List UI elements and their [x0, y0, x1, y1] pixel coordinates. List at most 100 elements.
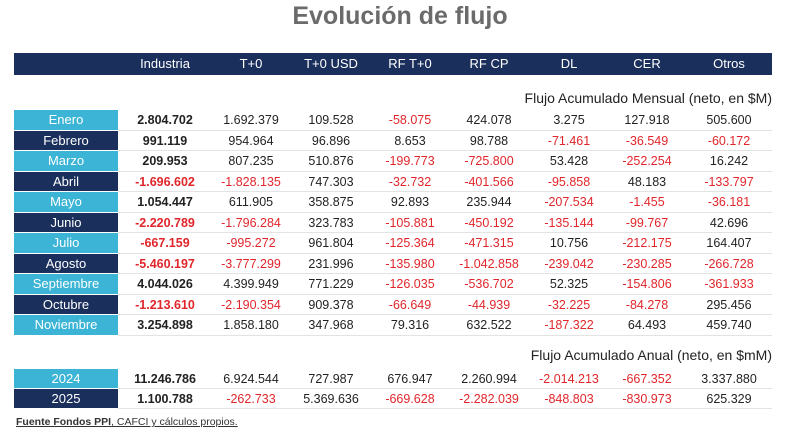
table-cell: 632.522	[448, 315, 530, 336]
footer-source: Fuente Fondos PPI	[16, 416, 112, 428]
footer: Fuente Fondos PPI, CAFCI y cálculos prop…	[16, 416, 238, 428]
table-cell: 807.235	[212, 151, 290, 172]
row-label: Julio	[14, 233, 118, 254]
table-cell: 10.756	[530, 233, 608, 254]
table-cell: -36.181	[686, 192, 772, 213]
table-cell: -32.225	[530, 295, 608, 315]
row-label: 2024	[14, 369, 118, 389]
table-cell: -1.796.284	[212, 213, 290, 233]
table-cell: 235.944	[448, 192, 530, 213]
table-cell: 2.260.994	[448, 369, 530, 389]
table-cell: 79.316	[372, 315, 448, 336]
table-cell: -667.352	[608, 369, 686, 389]
table-cell: 48.183	[608, 172, 686, 192]
table-cell: 16.242	[686, 151, 772, 172]
table-cell: -58.075	[372, 110, 448, 131]
table-cell: 358.875	[290, 192, 372, 213]
table-cell: -1.042.858	[448, 254, 530, 274]
table-cell: -1.696.602	[118, 172, 212, 192]
table-cell: 64.493	[608, 315, 686, 336]
table-cell: -848.803	[530, 389, 608, 409]
table-cell: -361.933	[686, 274, 772, 295]
table-cell: -1.828.135	[212, 172, 290, 192]
section-title: Flujo Acumulado Mensual (neto, en $M)	[524, 90, 772, 106]
row-label: Octubre	[14, 294, 118, 315]
column-header: RF CP	[469, 56, 509, 71]
table-cell: -669.628	[372, 389, 448, 409]
table-cell: 727.987	[290, 369, 372, 389]
row-label: Noviembre	[14, 315, 118, 336]
table-cell: -66.649	[372, 295, 448, 315]
table-cell: 4.044.026	[118, 274, 212, 295]
table-cell: -135.144	[530, 213, 608, 233]
table-cell: 510.876	[290, 151, 372, 172]
table-cell: 459.740	[686, 315, 772, 336]
table-cell: 611.905	[212, 192, 290, 213]
table-cell: -105.881	[372, 213, 448, 233]
table-cell: 3.254.898	[118, 315, 212, 336]
row-label: Septiembre	[14, 274, 118, 295]
table-cell: 11.246.786	[118, 369, 212, 389]
table-cell: -36.549	[608, 131, 686, 151]
table-cell: -71.461	[530, 131, 608, 151]
table-cell: 625.329	[686, 389, 772, 409]
header-bar	[14, 53, 772, 75]
table-cell: 424.078	[448, 110, 530, 131]
table-cell: 127.918	[608, 110, 686, 131]
column-header: T+0 USD	[304, 56, 358, 71]
page-title: Evolución de flujo	[292, 2, 508, 30]
table-cell: 295.456	[686, 295, 772, 315]
table-cell: 1.100.788	[118, 389, 212, 409]
table-cell: 164.407	[686, 233, 772, 254]
table-cell: -95.858	[530, 172, 608, 192]
table-cell: -536.702	[448, 274, 530, 295]
row-label: Enero	[14, 110, 118, 131]
table-cell: -230.285	[608, 254, 686, 274]
table-cell: 52.325	[530, 274, 608, 295]
table-cell: -84.278	[608, 295, 686, 315]
table-cell: -212.175	[608, 233, 686, 254]
table-cell: -471.315	[448, 233, 530, 254]
row-label: Febrero	[14, 130, 118, 151]
row-label: 2025	[14, 389, 118, 409]
table-cell: 1.858.180	[212, 315, 290, 336]
table-cell: 42.696	[686, 213, 772, 233]
table-cell: -187.322	[530, 315, 608, 336]
table-cell: 96.896	[290, 131, 372, 151]
table-cell: 676.947	[372, 369, 448, 389]
table-cell: 109.528	[290, 110, 372, 131]
table-cell: 3.275	[530, 110, 608, 131]
table-cell: 1.692.379	[212, 110, 290, 131]
table-cell: -266.728	[686, 254, 772, 274]
table-cell: -1.213.610	[118, 295, 212, 315]
table-cell: -239.042	[530, 254, 608, 274]
table-cell: 8.653	[372, 131, 448, 151]
table-cell: -2.220.789	[118, 213, 212, 233]
table-cell: 2.804.702	[118, 110, 212, 131]
table-cell: -5.460.197	[118, 254, 212, 274]
column-header: RF T+0	[388, 56, 432, 71]
table-cell: -207.534	[530, 192, 608, 213]
table-cell: 961.804	[290, 233, 372, 254]
table-cell: 92.893	[372, 192, 448, 213]
table-cell: 323.783	[290, 213, 372, 233]
row-label: Abril	[14, 171, 118, 192]
table-cell: 231.996	[290, 254, 372, 274]
table-cell: -830.973	[608, 389, 686, 409]
table-cell: -199.773	[372, 151, 448, 172]
table-cell: -99.767	[608, 213, 686, 233]
column-header: CER	[633, 56, 661, 71]
table-cell: 209.953	[118, 151, 212, 172]
table-cell: 3.337.880	[686, 369, 772, 389]
column-header: Industria	[140, 56, 190, 71]
row-label: Marzo	[14, 151, 118, 172]
table-cell: -2.282.039	[448, 389, 530, 409]
table-cell: -126.035	[372, 274, 448, 295]
table-cell: -725.800	[448, 151, 530, 172]
table-cell: 98.788	[448, 131, 530, 151]
table-cell: -32.732	[372, 172, 448, 192]
column-header: Otros	[713, 56, 745, 71]
column-header: T+0	[239, 56, 263, 71]
table-cell: -2.014.213	[530, 369, 608, 389]
table-cell: -2.190.354	[212, 295, 290, 315]
